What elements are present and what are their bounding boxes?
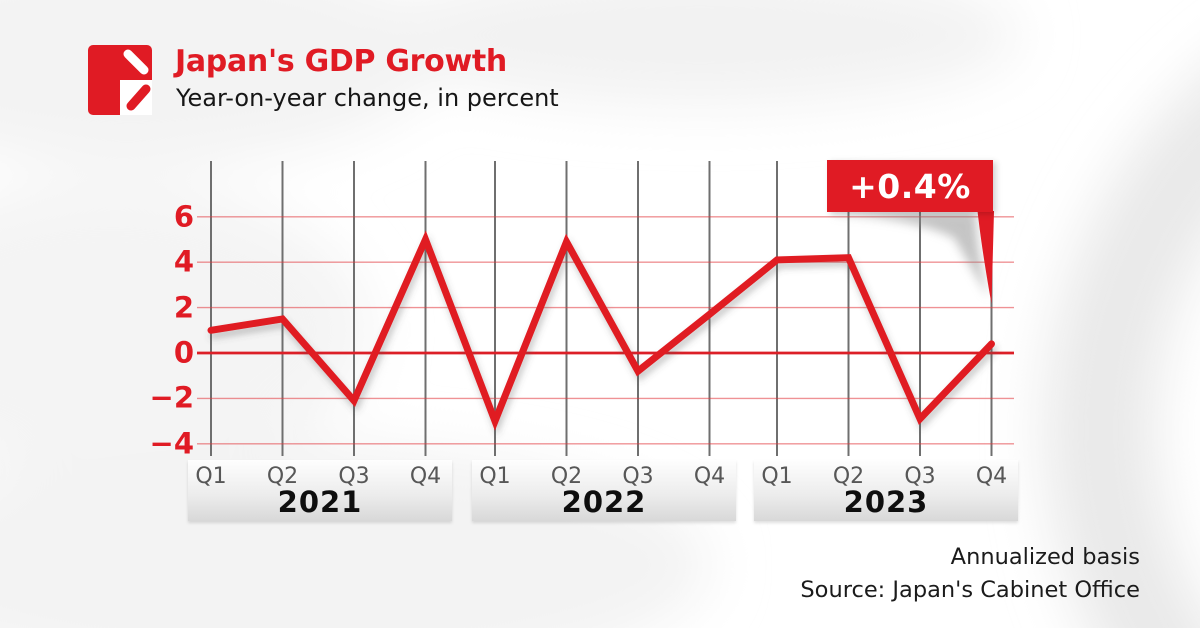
y-tick-label: 2 bbox=[173, 290, 194, 325]
title-block: Japan's GDP Growth Year-on-year change, … bbox=[175, 45, 559, 113]
quarter-label: Q4 bbox=[975, 464, 1008, 489]
callout-badge: +0.4% bbox=[827, 160, 993, 212]
quarter-label: Q4 bbox=[693, 464, 726, 489]
quarter-label: Q3 bbox=[622, 464, 654, 489]
quarter-label: Q1 bbox=[479, 464, 511, 489]
footer-source: Source: Japan's Cabinet Office bbox=[800, 577, 1140, 604]
gdp-line-series bbox=[207, 230, 995, 431]
page-subtitle: Year-on-year change, in percent bbox=[176, 84, 559, 112]
callout-value: +0.4% bbox=[849, 166, 971, 206]
year-band-2022: Q1 Q2 Q3 Q4 2022 bbox=[472, 460, 736, 521]
footer-note: Annualized basis bbox=[950, 543, 1140, 570]
quarter-label: Q1 bbox=[195, 464, 227, 489]
year-band-2023: Q1 Q2 Q3 Q4 2023 bbox=[754, 460, 1018, 521]
page-title: Japan's GDP Growth bbox=[175, 44, 507, 79]
callout-pointer bbox=[977, 211, 994, 304]
y-tick-label: −4 bbox=[149, 426, 194, 461]
brand-logo bbox=[88, 45, 152, 115]
y-tick-label: 4 bbox=[173, 244, 194, 279]
year-label: 2021 bbox=[277, 485, 363, 519]
y-tick-label: 6 bbox=[173, 199, 194, 234]
quarter-label: Q1 bbox=[761, 464, 793, 489]
y-tick-label: 0 bbox=[173, 335, 194, 370]
quarter-label: Q4 bbox=[409, 464, 442, 489]
header: Japan's GDP Growth Year-on-year change, … bbox=[88, 45, 559, 115]
year-label: 2022 bbox=[561, 485, 647, 519]
quarter-label: Q3 bbox=[338, 464, 370, 489]
horizontal-gridlines bbox=[197, 216, 1014, 445]
year-band-2021: Q1 Q2 Q3 Q4 2021 bbox=[188, 460, 452, 521]
quarter-label: Q2 bbox=[550, 464, 583, 489]
callout-shadow bbox=[834, 212, 989, 298]
quarter-label: Q3 bbox=[904, 464, 936, 489]
y-tick-label: −2 bbox=[149, 380, 194, 415]
year-label: 2023 bbox=[843, 485, 929, 519]
quarter-label: Q2 bbox=[832, 464, 865, 489]
quarter-label: Q2 bbox=[266, 464, 299, 489]
footer: Annualized basis Source: Japan's Cabinet… bbox=[800, 541, 1140, 609]
